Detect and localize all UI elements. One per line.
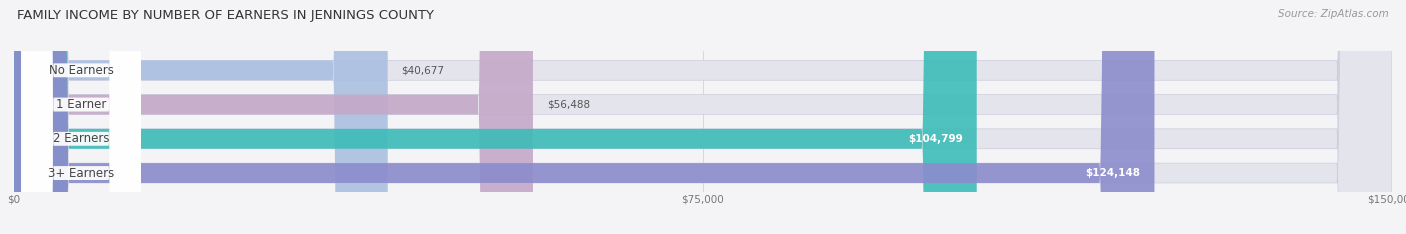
- FancyBboxPatch shape: [14, 0, 1392, 234]
- Text: $124,148: $124,148: [1085, 168, 1140, 178]
- Text: $40,677: $40,677: [402, 65, 444, 75]
- Text: 2 Earners: 2 Earners: [53, 132, 110, 145]
- FancyBboxPatch shape: [21, 0, 141, 234]
- FancyBboxPatch shape: [14, 0, 1392, 234]
- FancyBboxPatch shape: [14, 0, 1154, 234]
- Text: 3+ Earners: 3+ Earners: [48, 167, 114, 179]
- FancyBboxPatch shape: [14, 0, 388, 234]
- Text: $104,799: $104,799: [908, 134, 963, 144]
- FancyBboxPatch shape: [21, 0, 141, 234]
- Text: 1 Earner: 1 Earner: [56, 98, 107, 111]
- FancyBboxPatch shape: [14, 0, 1392, 234]
- FancyBboxPatch shape: [21, 0, 141, 234]
- FancyBboxPatch shape: [14, 0, 533, 234]
- FancyBboxPatch shape: [14, 0, 1392, 234]
- Text: $56,488: $56,488: [547, 99, 591, 110]
- FancyBboxPatch shape: [21, 0, 141, 234]
- FancyBboxPatch shape: [14, 0, 977, 234]
- Text: FAMILY INCOME BY NUMBER OF EARNERS IN JENNINGS COUNTY: FAMILY INCOME BY NUMBER OF EARNERS IN JE…: [17, 9, 434, 22]
- Text: Source: ZipAtlas.com: Source: ZipAtlas.com: [1278, 9, 1389, 19]
- Text: No Earners: No Earners: [49, 64, 114, 77]
